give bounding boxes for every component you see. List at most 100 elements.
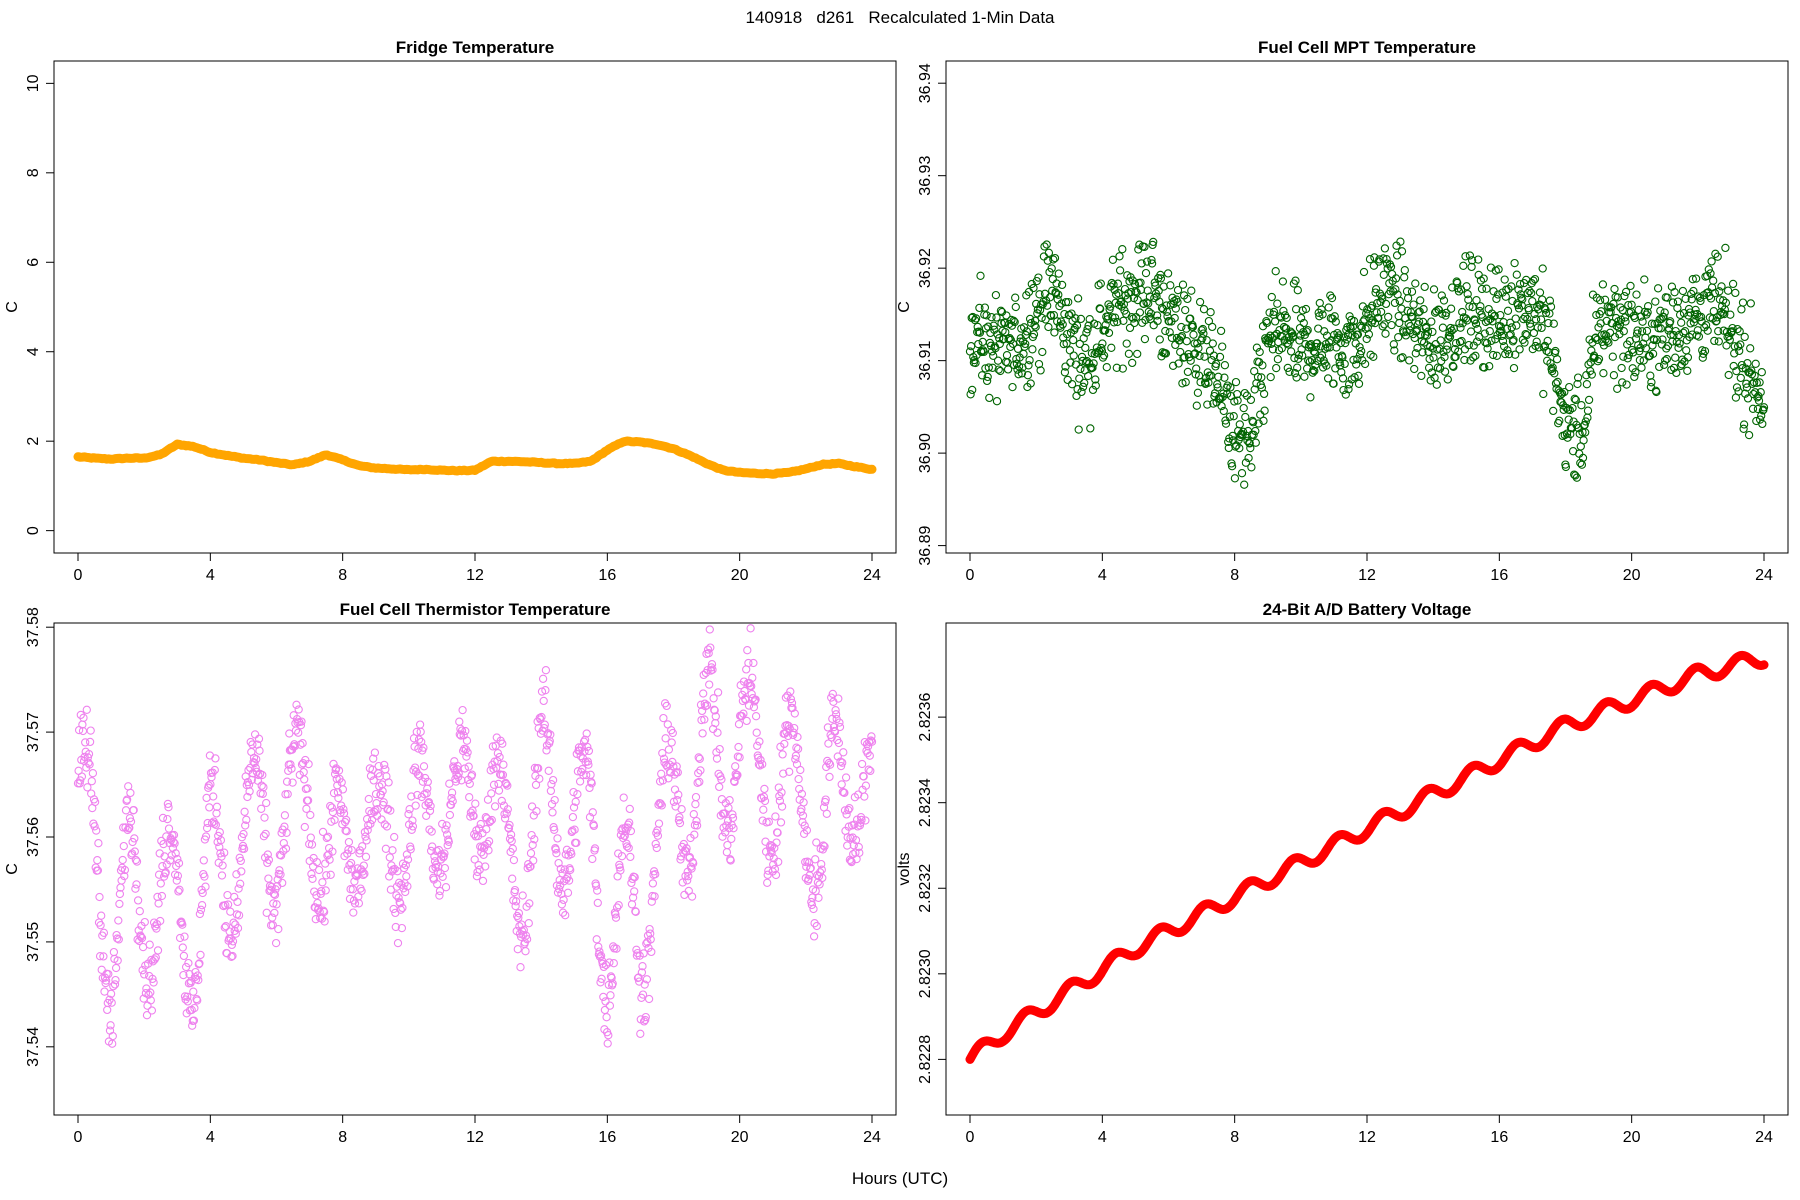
mpt-point <box>1298 351 1307 360</box>
mpt-point <box>1232 389 1242 399</box>
thermistor-point <box>465 793 474 802</box>
mpt-point <box>1472 296 1481 305</box>
mpt-point <box>1668 298 1678 307</box>
mpt-point <box>1267 292 1276 302</box>
mpt-point <box>1344 380 1354 389</box>
thermistor-point <box>345 894 355 904</box>
mpt-point <box>1533 323 1542 332</box>
thermistor-point <box>388 846 397 855</box>
mpt-point <box>1623 354 1632 363</box>
thermistor-point <box>462 752 471 761</box>
thermistor-point <box>205 751 215 760</box>
thermistor-point <box>559 895 568 905</box>
mpt-point <box>1510 258 1519 268</box>
thermistor-point <box>135 907 144 916</box>
mpt-point <box>1084 321 1093 330</box>
mpt-x-tick-label: 8 <box>1230 567 1239 584</box>
thermistor-point <box>819 841 828 850</box>
thermistor-point <box>593 898 602 908</box>
thermistor-point <box>95 952 105 961</box>
thermistor-point <box>490 802 500 811</box>
mpt-point <box>1381 329 1390 338</box>
thermistor-point <box>202 793 211 803</box>
thermistor-point <box>823 723 833 732</box>
thermistor-point <box>540 720 549 729</box>
mpt-point <box>1479 274 1488 283</box>
mpt-point <box>1174 359 1183 368</box>
mpt-point <box>1552 355 1562 364</box>
fridge-y-tick-label: 8 <box>25 168 42 177</box>
mpt-point <box>1579 436 1588 445</box>
mpt-point <box>1017 369 1027 378</box>
mpt-point <box>1331 364 1340 373</box>
thermistor-point <box>308 874 317 883</box>
mpt-point <box>1511 314 1520 323</box>
thermistor-point <box>817 859 826 869</box>
thermistor-point <box>461 726 470 736</box>
thermistor-point <box>726 856 735 865</box>
thermistor-point <box>196 950 205 960</box>
thermistor-point <box>275 866 284 875</box>
mpt-point <box>1170 296 1179 306</box>
mpt-point <box>1619 327 1628 336</box>
mpt-point <box>1755 378 1764 387</box>
mpt-point <box>1408 312 1417 322</box>
mpt-point <box>1709 276 1718 285</box>
thermistor-point <box>263 850 272 859</box>
thermistor-point <box>497 796 506 806</box>
battery-x-tick-label: 8 <box>1230 1129 1239 1146</box>
thermistor-point <box>199 856 208 865</box>
thermistor-point <box>212 809 221 818</box>
thermistor-point <box>774 783 783 792</box>
thermistor-point <box>323 832 333 841</box>
mpt-point <box>1034 359 1044 369</box>
fridge-y-tick-label: 10 <box>25 74 42 92</box>
thermistor-point <box>153 946 163 955</box>
thermistor-point <box>311 915 320 924</box>
thermistor-point <box>754 760 764 769</box>
mpt-point <box>1758 419 1767 429</box>
mpt-point <box>1096 304 1105 314</box>
thermistor-point <box>212 802 222 811</box>
thermistor-point <box>76 776 85 785</box>
thermistor-point <box>233 924 243 933</box>
thermistor-point <box>349 908 358 917</box>
thermistor-point <box>452 765 462 774</box>
mpt-point <box>1011 293 1020 302</box>
thermistor-point <box>201 882 210 891</box>
thermistor-point <box>731 762 740 771</box>
mpt-point <box>1480 363 1489 372</box>
thermistor-point <box>831 706 840 715</box>
thermistor-point <box>658 776 668 785</box>
thermistor-point <box>470 855 479 864</box>
mpt-point <box>1573 373 1583 382</box>
mpt-point <box>1038 347 1047 357</box>
thermistor-point <box>670 785 680 794</box>
mpt-point <box>1156 274 1166 283</box>
mpt-point <box>1249 430 1258 439</box>
thermistor-point <box>587 779 596 788</box>
mpt-point <box>1523 315 1532 324</box>
mpt-point <box>1192 401 1201 410</box>
mpt-point <box>1416 296 1425 305</box>
thermistor-point <box>394 893 403 902</box>
mpt-point <box>1593 335 1602 344</box>
mpt-point <box>966 390 975 399</box>
mpt-point <box>1118 245 1127 254</box>
thermistor-point <box>759 792 769 801</box>
mpt-point <box>1550 369 1559 378</box>
thermistor-point <box>599 962 608 972</box>
thermistor-point <box>794 774 803 784</box>
thermistor-point <box>355 846 365 855</box>
thermistor-point <box>674 790 683 799</box>
thermistor-point <box>290 742 299 751</box>
thermistor-point <box>550 825 559 834</box>
mpt-point <box>1678 355 1687 364</box>
mpt-point <box>1583 406 1593 415</box>
thermistor-point <box>744 658 753 668</box>
mpt-point <box>1259 416 1268 425</box>
mpt-point <box>1713 252 1722 261</box>
mpt-point <box>1108 255 1118 264</box>
thermistor-point <box>318 827 328 837</box>
mpt-point <box>1738 298 1748 307</box>
